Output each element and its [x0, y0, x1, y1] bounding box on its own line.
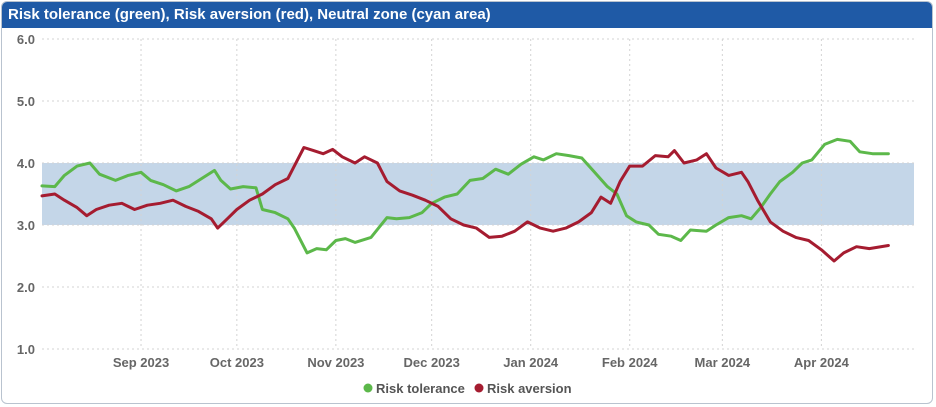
- y-tick-label: 3.0: [17, 218, 35, 233]
- legend-label: Risk tolerance: [376, 381, 465, 396]
- x-axis: Sep 2023 Oct 2023 Nov 2023 Dec 2023 Jan 2024…: [113, 355, 850, 370]
- x-tick-label: Mar 2024: [695, 355, 751, 370]
- x-tick-label: Sep 2023: [113, 355, 169, 370]
- x-tick-label: Apr 2024: [794, 355, 850, 370]
- y-axis: 1.0 2.0 3.0 4.0 5.0 6.0: [17, 32, 35, 357]
- title-bar: Risk tolerance (green), Risk aversion (r…: [2, 2, 932, 28]
- legend: Risk tolerance Risk aversion: [363, 381, 572, 396]
- grid-layer: [42, 38, 914, 350]
- legend-label: Risk aversion: [487, 381, 572, 396]
- x-tick-label: Jan 2024: [503, 355, 559, 370]
- legend-marker: [474, 383, 484, 393]
- y-tick-label: 6.0: [17, 32, 35, 47]
- y-tick-label: 1.0: [17, 342, 35, 357]
- x-tick-label: Oct 2023: [210, 355, 264, 370]
- neutral-zone-band: [42, 163, 914, 225]
- x-tick-label: Nov 2023: [307, 355, 364, 370]
- y-tick-label: 2.0: [17, 280, 35, 295]
- x-tick-label: Dec 2023: [403, 355, 459, 370]
- chart-title: Risk tolerance (green), Risk aversion (r…: [8, 6, 491, 23]
- y-tick-label: 4.0: [17, 156, 35, 171]
- x-tick-label: Feb 2024: [602, 355, 658, 370]
- legend-marker: [363, 383, 373, 393]
- series-layer: [40, 137, 890, 263]
- risk-tolerance-line: [40, 137, 890, 255]
- risk-aversion-line: [40, 146, 890, 263]
- y-tick-label: 5.0: [17, 94, 35, 109]
- neutral-band-layer: [42, 163, 914, 225]
